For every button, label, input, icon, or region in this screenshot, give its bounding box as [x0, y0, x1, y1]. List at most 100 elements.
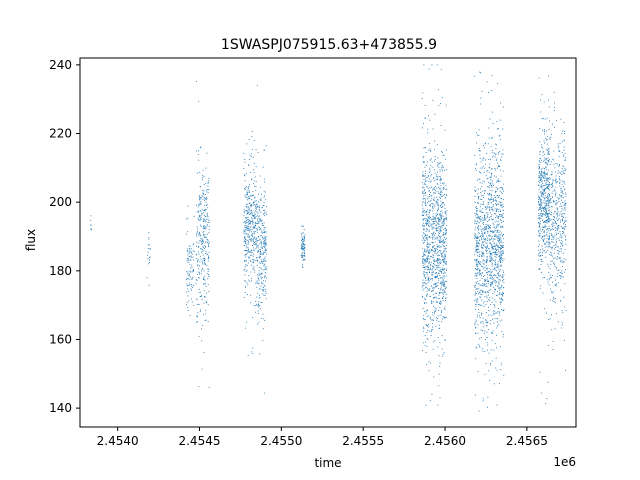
- data-point: [206, 238, 208, 240]
- data-point: [551, 173, 553, 175]
- data-point: [203, 260, 205, 261]
- data-point: [243, 232, 245, 234]
- data-point: [543, 198, 545, 200]
- data-point: [479, 206, 481, 208]
- data-point: [254, 227, 256, 229]
- data-point: [492, 281, 493, 283]
- data-point: [261, 219, 263, 221]
- data-point: [303, 249, 305, 251]
- data-point: [432, 242, 434, 244]
- data-point: [188, 275, 190, 277]
- data-point: [421, 205, 423, 207]
- data-point: [477, 291, 479, 293]
- data-point: [502, 299, 504, 301]
- data-point: [424, 240, 426, 241]
- data-point: [544, 118, 546, 120]
- data-point: [431, 319, 433, 321]
- data-point: [202, 240, 203, 241]
- data-point: [539, 158, 541, 160]
- data-point: [538, 204, 540, 206]
- data-point: [477, 309, 479, 310]
- data-point: [564, 200, 566, 202]
- data-point: [437, 255, 439, 257]
- data-point: [258, 305, 260, 306]
- data-point: [482, 254, 484, 256]
- data-point: [478, 195, 479, 197]
- data-point: [483, 181, 485, 183]
- data-point: [432, 294, 434, 296]
- data-point: [258, 272, 260, 274]
- data-point: [436, 202, 438, 204]
- data-point: [245, 193, 247, 195]
- data-point: [488, 268, 490, 270]
- data-point: [443, 260, 444, 262]
- data-point: [492, 218, 494, 220]
- data-point: [439, 213, 441, 215]
- data-point: [499, 225, 501, 227]
- data-point: [545, 197, 547, 199]
- data-point: [482, 229, 484, 231]
- data-point: [433, 188, 435, 190]
- data-point: [147, 251, 149, 253]
- data-point: [481, 182, 483, 184]
- data-point: [502, 203, 504, 205]
- data-point: [483, 157, 485, 159]
- data-point: [499, 139, 501, 141]
- data-point: [542, 207, 544, 209]
- data-point: [477, 298, 478, 300]
- data-point: [481, 313, 483, 315]
- data-point: [193, 215, 195, 217]
- data-point: [433, 192, 435, 194]
- data-point: [494, 262, 496, 263]
- data-point: [205, 218, 207, 220]
- data-point: [476, 251, 478, 253]
- data-point: [488, 182, 489, 184]
- data-point: [545, 172, 547, 174]
- data-point: [445, 212, 447, 214]
- data-point: [492, 204, 494, 205]
- data-point: [442, 318, 444, 320]
- data-point: [431, 301, 433, 303]
- data-point: [497, 285, 499, 287]
- data-point: [479, 239, 481, 241]
- data-point: [499, 292, 501, 293]
- data-point: [204, 219, 206, 221]
- data-point: [263, 269, 265, 271]
- data-point: [422, 187, 424, 189]
- data-point: [438, 272, 440, 274]
- data-point: [492, 152, 494, 153]
- data-point: [192, 278, 193, 280]
- data-point: [546, 187, 547, 189]
- data-point: [200, 291, 201, 293]
- data-point: [438, 220, 440, 222]
- data-point: [486, 325, 488, 327]
- data-point: [264, 256, 266, 258]
- data-point: [208, 246, 210, 248]
- data-point: [438, 315, 440, 317]
- data-point: [445, 256, 447, 258]
- data-point: [502, 250, 503, 252]
- data-point: [489, 199, 491, 201]
- data-point: [192, 269, 194, 271]
- data-point: [486, 228, 488, 230]
- data-point: [445, 227, 447, 229]
- data-point: [424, 117, 426, 119]
- data-point: [302, 267, 304, 268]
- data-point: [485, 217, 487, 219]
- data-point: [263, 229, 265, 231]
- data-point: [481, 247, 483, 249]
- data-point: [251, 210, 253, 211]
- data-point: [555, 240, 557, 242]
- data-point: [440, 227, 442, 229]
- data-point: [547, 263, 549, 265]
- data-point: [427, 128, 429, 130]
- data-point: [439, 246, 441, 248]
- data-point: [437, 157, 439, 159]
- data-point: [253, 247, 254, 249]
- data-point: [481, 238, 483, 240]
- data-point: [431, 236, 433, 238]
- data-point: [446, 237, 447, 239]
- data-point: [446, 225, 448, 227]
- data-point: [554, 102, 555, 104]
- data-point: [149, 248, 151, 249]
